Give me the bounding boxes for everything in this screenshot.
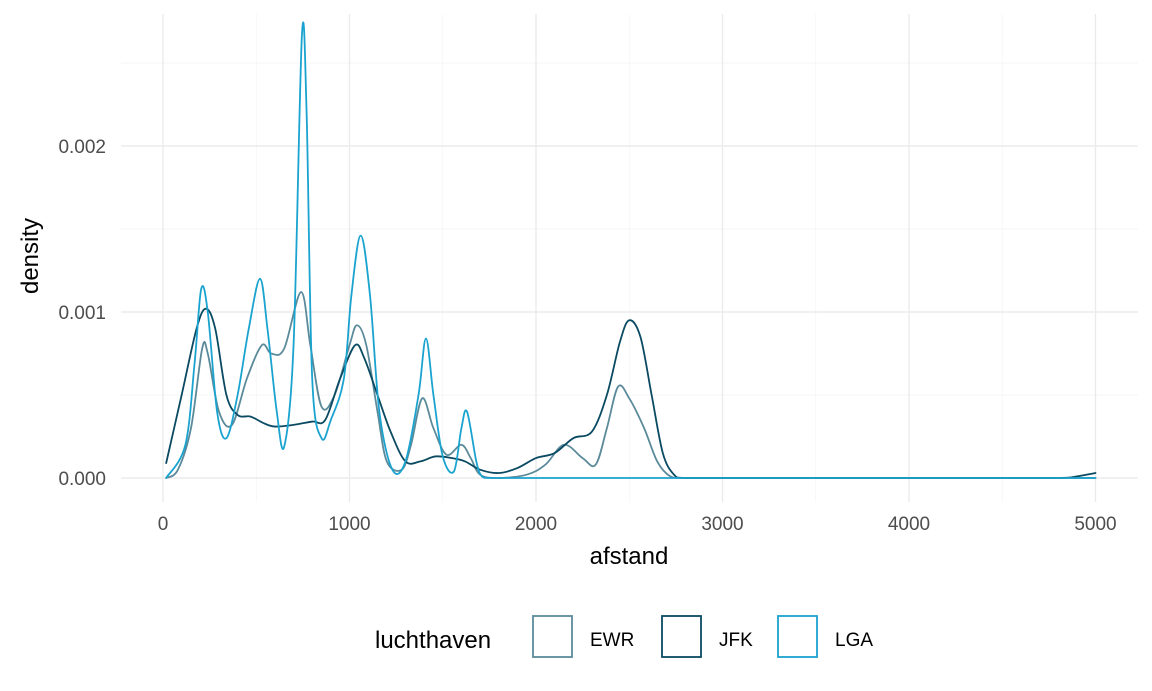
y-tick-label: 0.000	[58, 469, 106, 490]
y-axis-title: density	[17, 218, 44, 294]
legend-key-jfk	[661, 615, 702, 658]
legend-label-jfk: JFK	[719, 630, 753, 651]
x-tick-label: 2000	[515, 514, 557, 535]
y-tick-label: 0.001	[58, 303, 106, 324]
series-lines	[165, 21, 1097, 479]
grid	[121, 14, 1138, 502]
x-axis-ticks: 0 1000 2000 3000 4000 5000	[158, 514, 1117, 535]
legend-label-ewr: EWR	[590, 630, 634, 651]
x-tick-label: 4000	[888, 514, 930, 535]
x-tick-label: 5000	[1074, 514, 1116, 535]
legend-key-ewr	[532, 615, 573, 658]
x-tick-label: 0	[158, 514, 169, 535]
x-tick-label: 1000	[328, 514, 370, 535]
x-tick-label: 3000	[701, 514, 743, 535]
density-line-jfk	[165, 307, 1097, 479]
legend: luchthaven EWR JFK LGA	[375, 615, 873, 658]
y-axis-ticks: 0.000 0.001 0.002	[58, 137, 106, 490]
density-line-lga	[165, 21, 1097, 479]
legend-label-lga: LGA	[835, 630, 873, 651]
density-line-ewr	[165, 291, 1097, 479]
legend-title: luchthaven	[375, 627, 491, 654]
y-tick-label: 0.002	[58, 137, 106, 158]
legend-key-lga	[777, 615, 818, 658]
x-axis-title: afstand	[590, 543, 669, 570]
